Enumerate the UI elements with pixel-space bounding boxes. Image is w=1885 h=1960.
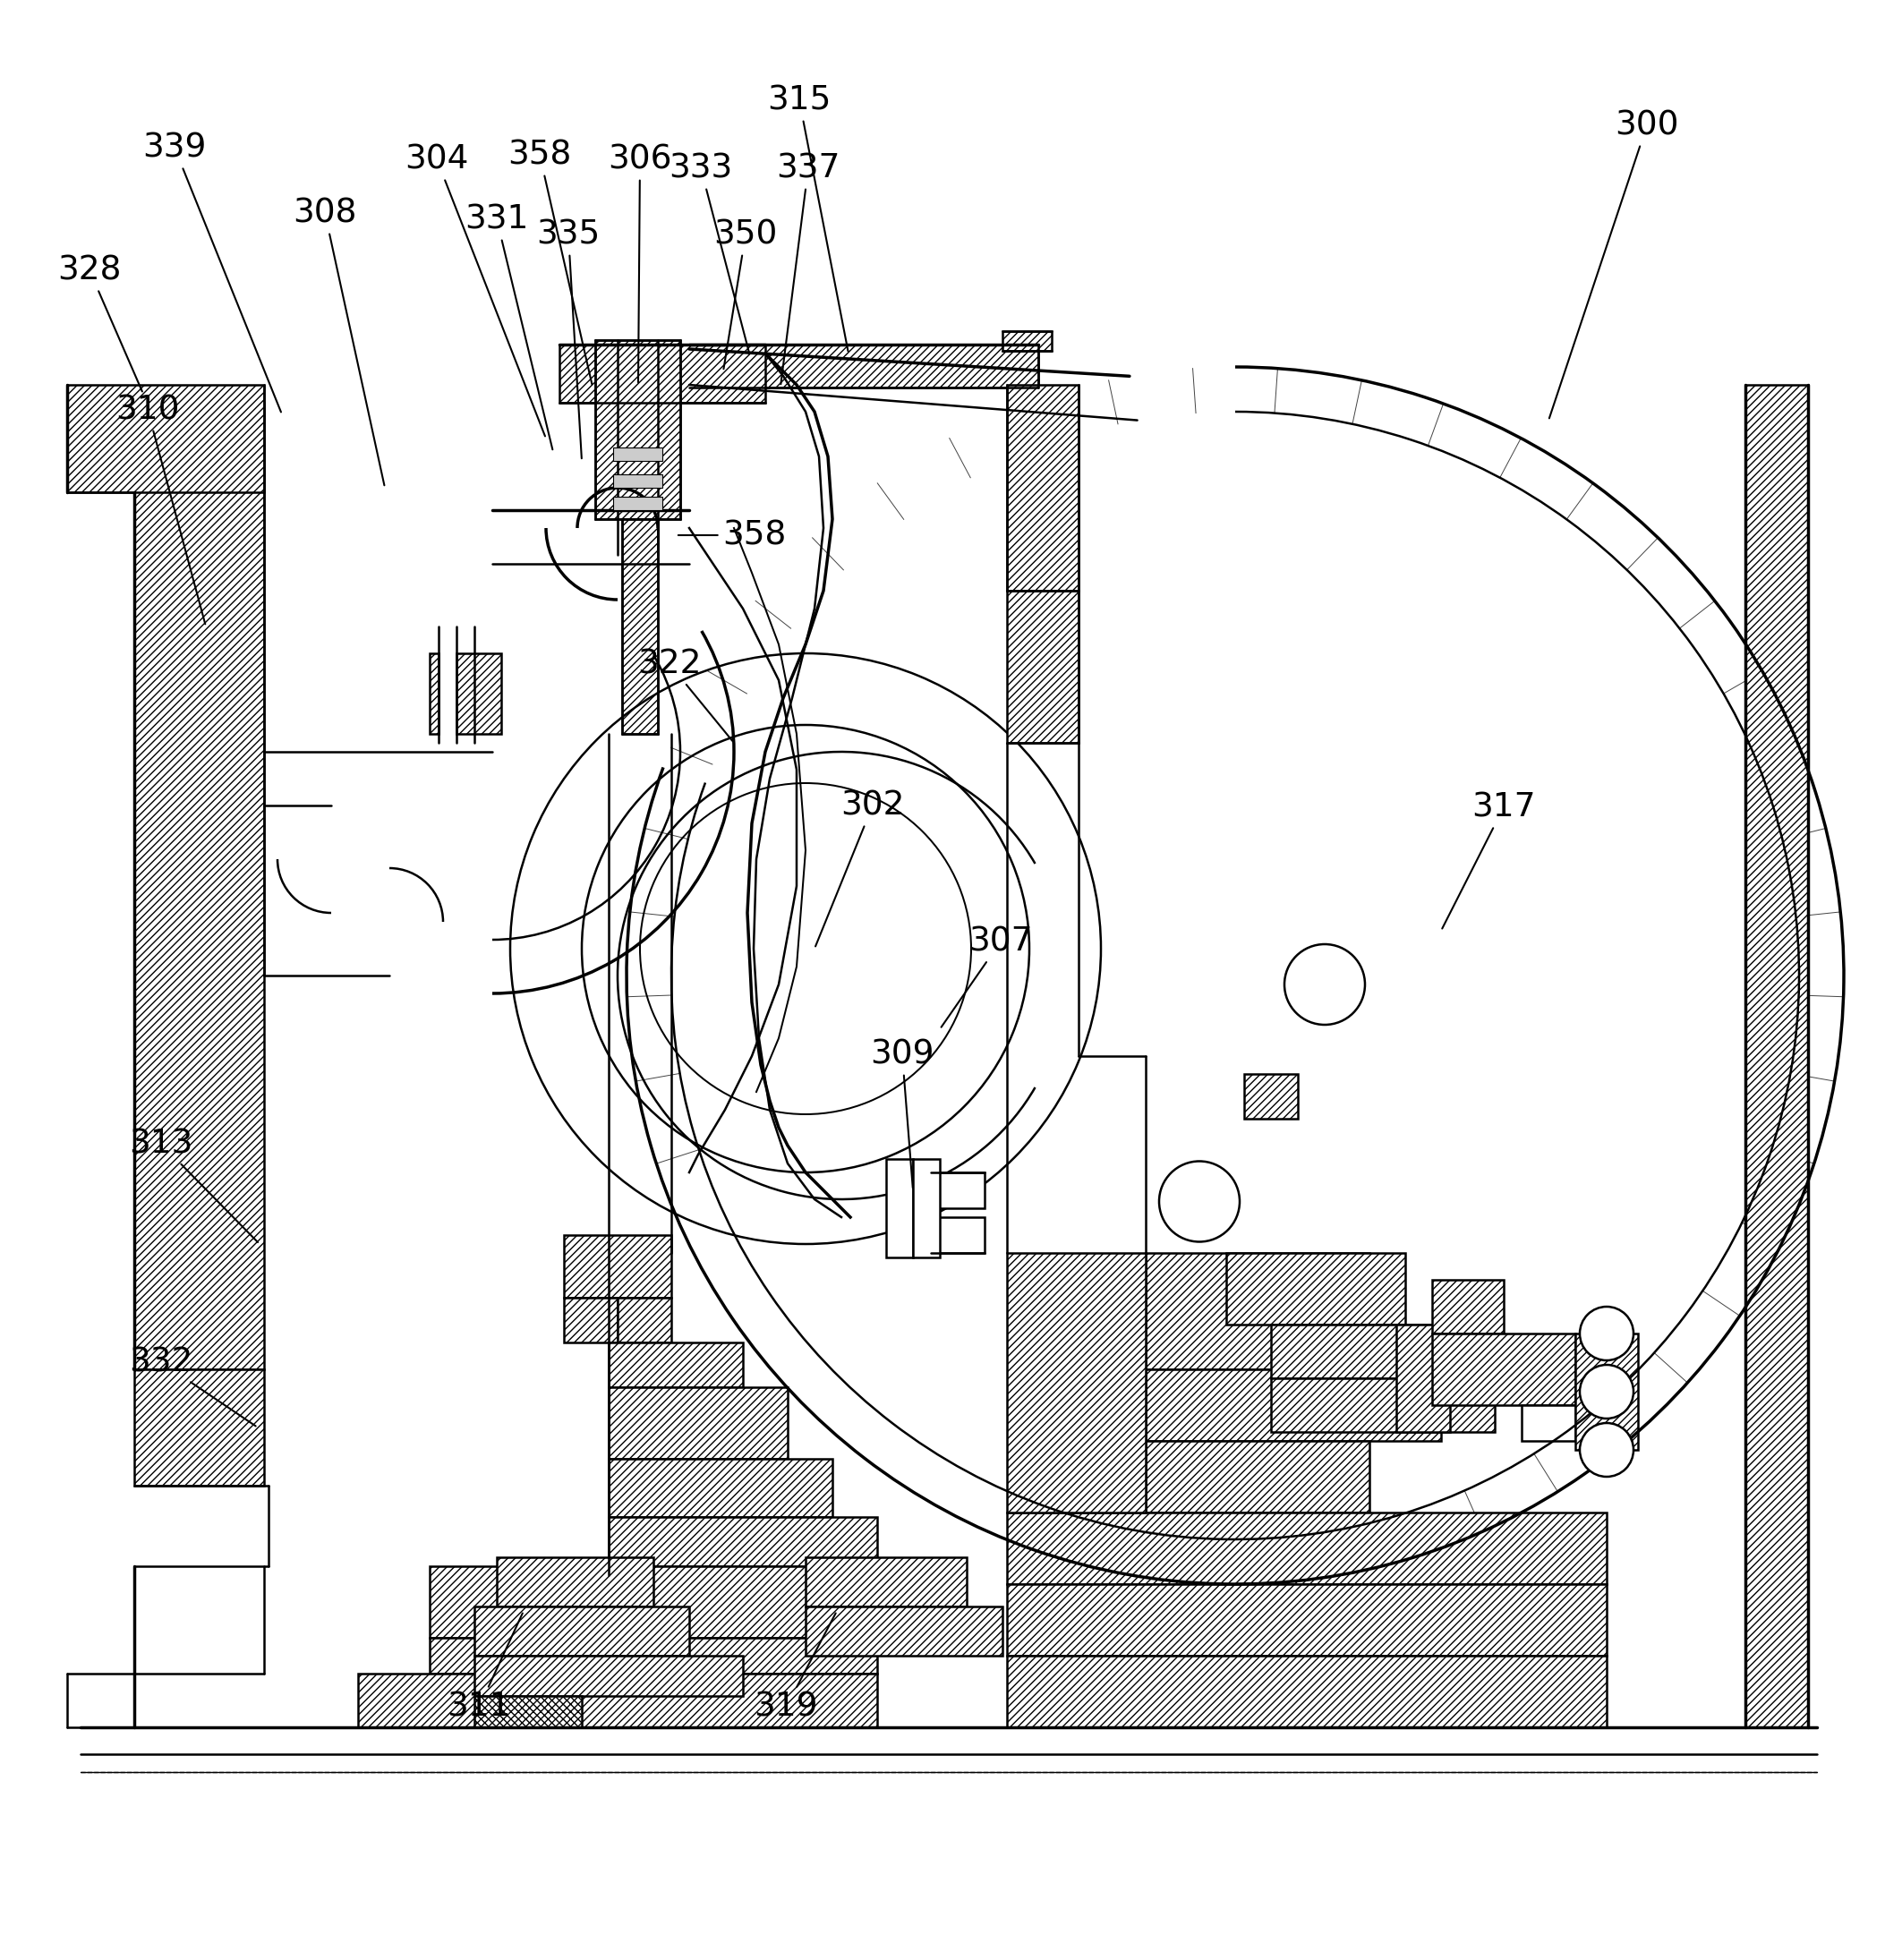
Text: 322: 322: [637, 649, 733, 741]
Bar: [564, 1235, 671, 1298]
Bar: [1146, 1252, 1369, 1370]
Text: 306: 306: [609, 143, 671, 382]
Bar: [134, 402, 264, 1370]
Bar: [1397, 1325, 1450, 1433]
Circle shape: [1159, 1160, 1240, 1243]
Bar: [609, 1517, 877, 1566]
Text: 309: 309: [871, 1039, 935, 1188]
Circle shape: [1580, 1423, 1634, 1476]
Text: 328: 328: [58, 255, 141, 392]
Text: 315: 315: [767, 84, 848, 351]
Bar: [1433, 1333, 1576, 1405]
Text: 331: 331: [466, 204, 552, 449]
Text: 304: 304: [405, 143, 545, 437]
Bar: [609, 1388, 788, 1458]
Polygon shape: [430, 653, 439, 733]
Bar: [498, 1558, 654, 1607]
Text: 350: 350: [714, 218, 777, 368]
Text: 302: 302: [816, 790, 905, 947]
Bar: [1007, 1252, 1146, 1513]
Bar: [1270, 1378, 1495, 1433]
Bar: [805, 1558, 967, 1607]
Bar: [1146, 1370, 1440, 1441]
Text: 317: 317: [1442, 792, 1536, 929]
Text: 313: 313: [130, 1127, 258, 1243]
Bar: [609, 1343, 743, 1388]
Circle shape: [1284, 945, 1365, 1025]
Bar: [358, 1674, 877, 1727]
Text: 307: 307: [941, 925, 1033, 1027]
Bar: [475, 1656, 743, 1695]
Text: 310: 310: [115, 394, 205, 623]
Circle shape: [1580, 1364, 1634, 1419]
Bar: [1746, 384, 1808, 1727]
Bar: [1521, 1405, 1576, 1441]
Bar: [1270, 1325, 1450, 1378]
Text: 319: 319: [754, 1613, 835, 1723]
Bar: [475, 1695, 582, 1727]
Bar: [1003, 331, 1052, 351]
Bar: [134, 1370, 264, 1486]
Bar: [1007, 590, 1078, 743]
Text: 335: 335: [537, 218, 599, 459]
Text: 358: 358: [679, 519, 786, 551]
Text: 300: 300: [1549, 110, 1680, 417]
Bar: [68, 384, 264, 492]
Polygon shape: [456, 653, 501, 733]
Bar: [609, 1458, 833, 1517]
Text: 333: 333: [669, 153, 750, 355]
Text: 339: 339: [143, 131, 281, 412]
Bar: [1007, 384, 1078, 590]
Bar: [430, 1566, 877, 1639]
Bar: [1007, 1584, 1606, 1656]
Bar: [560, 345, 765, 402]
Bar: [622, 519, 658, 733]
Circle shape: [1580, 1307, 1634, 1360]
Text: 332: 332: [130, 1347, 256, 1427]
Bar: [1244, 1074, 1299, 1119]
Bar: [1433, 1280, 1504, 1333]
Bar: [1227, 1252, 1404, 1325]
Bar: [912, 1158, 941, 1258]
Bar: [564, 1298, 618, 1343]
Bar: [613, 496, 662, 510]
Text: 311: 311: [447, 1613, 522, 1723]
Bar: [1146, 1441, 1369, 1513]
Bar: [1576, 1333, 1638, 1450]
Bar: [618, 1298, 671, 1343]
Bar: [886, 1158, 912, 1258]
Text: 358: 358: [507, 139, 592, 384]
Bar: [805, 1607, 1003, 1656]
Bar: [690, 345, 1039, 388]
Bar: [475, 1607, 690, 1656]
Text: 308: 308: [292, 196, 385, 486]
Text: 337: 337: [777, 153, 841, 384]
Bar: [1007, 1656, 1606, 1727]
Bar: [931, 1217, 984, 1252]
Bar: [613, 474, 662, 488]
Bar: [430, 1639, 877, 1674]
Bar: [613, 447, 662, 461]
Bar: [1007, 1513, 1606, 1584]
Bar: [596, 341, 680, 519]
Bar: [931, 1172, 984, 1207]
